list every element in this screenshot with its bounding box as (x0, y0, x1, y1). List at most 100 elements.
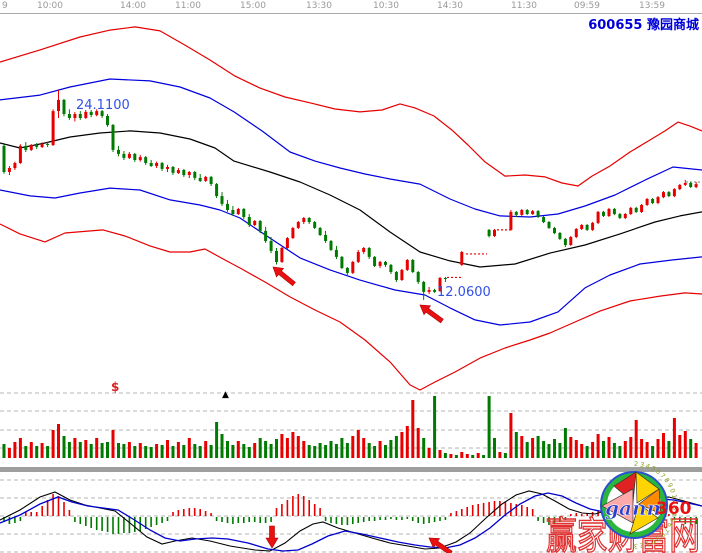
volume-bar (394, 436, 398, 458)
macd-bar (684, 517, 687, 524)
time-label: 11:00 (175, 1, 201, 11)
candle-body (127, 153, 131, 158)
macd-bar (150, 517, 152, 527)
macd-bar (444, 517, 447, 520)
volume-bar (117, 443, 120, 458)
volume-bar (405, 426, 409, 458)
macd-bar (368, 517, 370, 521)
volume-bar (591, 442, 595, 458)
volume-bar (536, 436, 540, 458)
candle-body (57, 99, 60, 111)
candle-body (422, 282, 426, 292)
candle-body (558, 233, 562, 239)
up-left-arrow (272, 266, 296, 287)
macd-bar (586, 513, 588, 516)
candle-body (285, 238, 289, 248)
macd-bar (128, 517, 131, 533)
volume-bar (667, 441, 671, 458)
volume-bar (471, 455, 475, 458)
volume-bar (302, 441, 306, 458)
macd-bar (30, 512, 32, 516)
up-left-arrow (419, 304, 444, 324)
volume-bar (427, 448, 431, 458)
candle-body (367, 248, 371, 257)
volume-bar (236, 441, 240, 458)
macd-bar (575, 513, 578, 516)
candle-body (111, 125, 115, 150)
macd-dif-line (0, 490, 702, 552)
candle-body (62, 99, 66, 114)
candle-body (2, 145, 6, 172)
volume-bar (580, 444, 584, 458)
macd-bar (264, 517, 267, 523)
volume-bar (503, 453, 507, 458)
logo-text-gann: gann (605, 496, 661, 520)
candle-body (280, 248, 284, 262)
volume-bar (51, 430, 55, 458)
volume-bar (280, 434, 284, 458)
macd-bar (417, 517, 419, 523)
macd-bar (188, 508, 191, 516)
volume-bar (57, 424, 60, 458)
candle-body (596, 211, 600, 223)
time-label: 09:59 (574, 1, 600, 11)
candle-body (29, 145, 33, 150)
candle-body (204, 176, 208, 181)
macd-bar (302, 496, 305, 516)
candle-body (662, 192, 665, 198)
candle-body (334, 249, 338, 257)
volume-bar (35, 446, 39, 458)
pane-divider[interactable] (0, 467, 702, 472)
candle-body (187, 172, 191, 175)
macd-bar (384, 517, 387, 520)
macd-bar (313, 504, 316, 516)
band-blue-upper (0, 78, 702, 218)
macd-bar (482, 503, 485, 516)
time-axis: 9 10:00 14:00 11:00 15:00 13:30 10:30 14:30 11:3… (0, 0, 702, 14)
volume-bar (351, 436, 355, 458)
candle-body (520, 210, 524, 215)
candle-body (656, 197, 660, 203)
macd-bar (275, 508, 278, 516)
candle-body (672, 189, 676, 197)
candle-body (443, 278, 447, 279)
macd-bar (542, 517, 545, 523)
macd-bar (679, 517, 681, 522)
volume-bar (476, 453, 480, 458)
macd-bar (335, 517, 338, 524)
volume-bar (482, 455, 486, 458)
volume-bar (585, 446, 589, 458)
macd-bar (248, 517, 250, 522)
volume-bar (187, 438, 191, 458)
candle-body (585, 225, 589, 230)
volume-bar (422, 438, 426, 458)
volume-bar (460, 452, 464, 458)
macd-bar (379, 517, 381, 520)
candle-body (247, 217, 251, 225)
volume-bar (264, 441, 268, 458)
volume-bar (89, 444, 93, 458)
volume-bar (29, 442, 33, 458)
volume-bar (449, 454, 453, 458)
volume-bar (149, 447, 153, 458)
candle-body (536, 211, 540, 217)
candle-body (133, 153, 137, 160)
macd-bar (330, 517, 332, 523)
volume-bar (111, 430, 115, 458)
volume-bar (269, 444, 273, 458)
macd-bar (232, 517, 234, 524)
time-label: 14:30 (437, 1, 463, 11)
macd-bar (521, 505, 523, 516)
time-label: 10:00 (37, 1, 63, 11)
volume-bar (596, 434, 600, 458)
candle-body (683, 183, 687, 185)
candle-body (678, 184, 682, 190)
candle-body (198, 178, 202, 181)
macd-bar (177, 510, 180, 516)
candle-body (580, 225, 584, 229)
volume-bar (378, 441, 382, 458)
macd-bar (673, 517, 676, 520)
macd-bar (204, 511, 207, 516)
volume-bar (209, 445, 213, 458)
